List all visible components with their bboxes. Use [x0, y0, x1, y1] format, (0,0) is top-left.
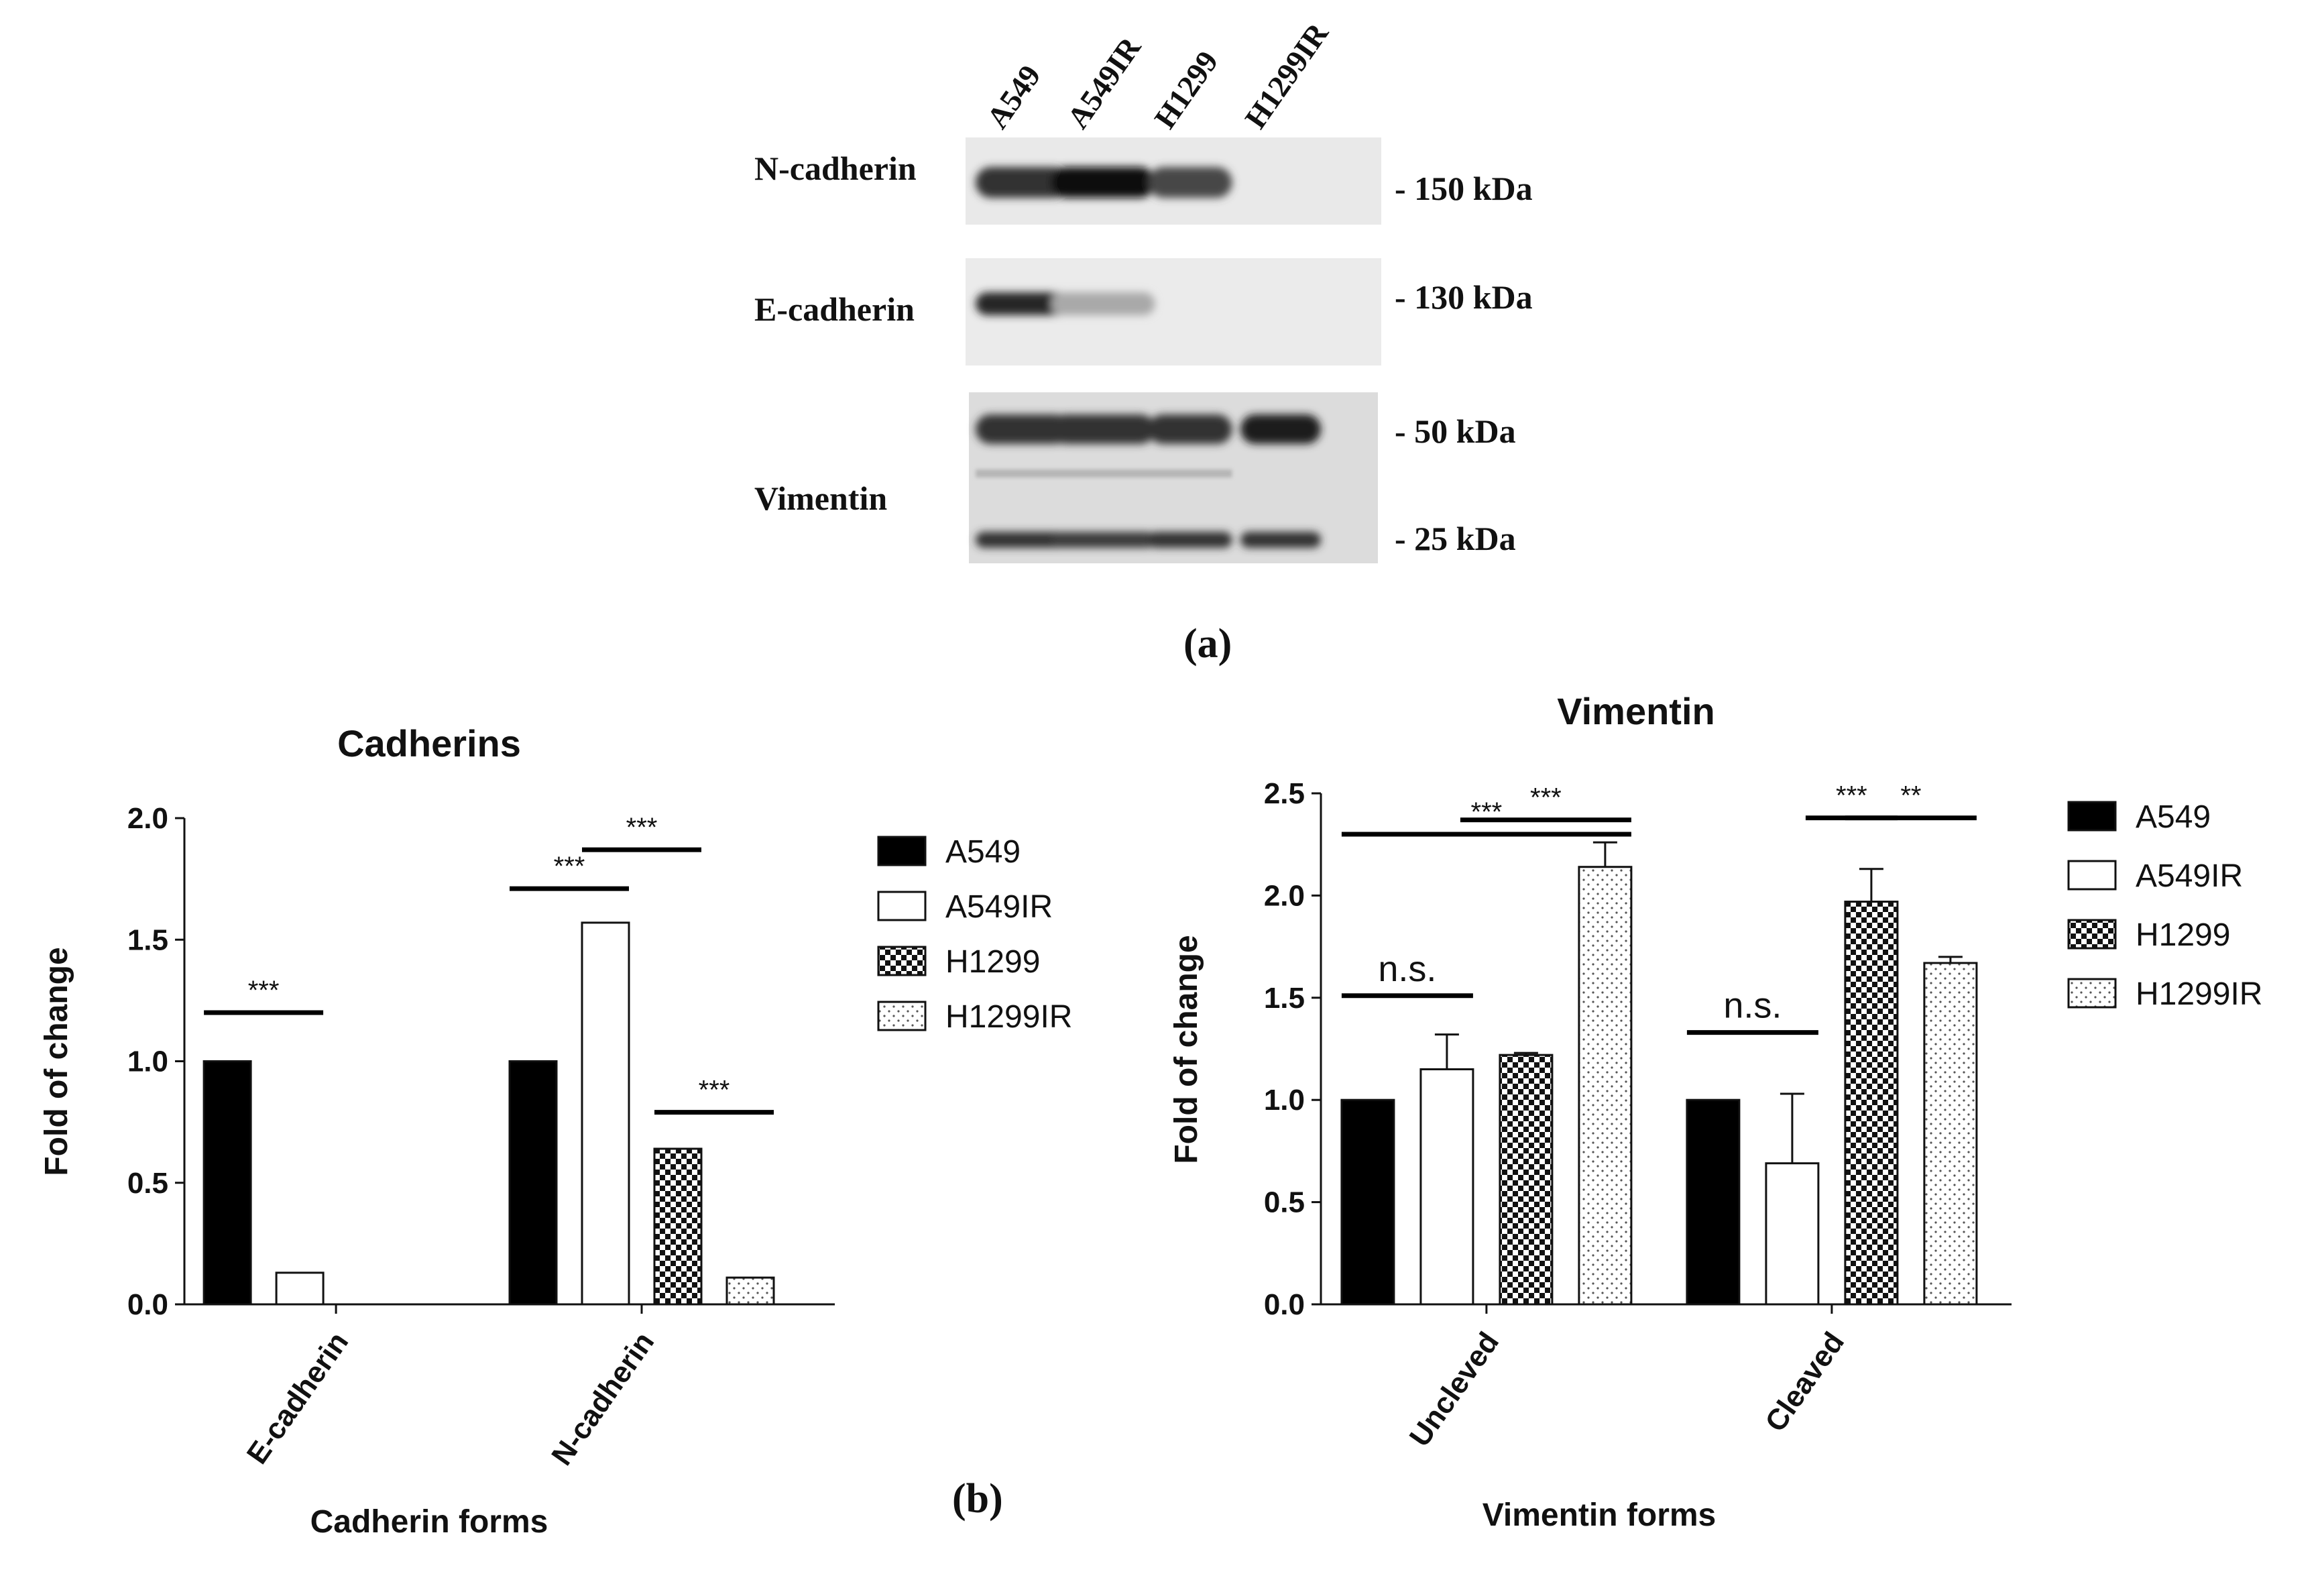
- lane-label-h1299ir: H1299IR: [1238, 16, 1335, 134]
- bar-cleaved-a549ir: [1765, 1162, 1820, 1306]
- vimentin-lower-band-a549: [976, 532, 1069, 548]
- legend-swatch-h1299ir: [2067, 978, 2117, 1009]
- marker-25-kda: - 25 kDa: [1395, 520, 1516, 557]
- vimentin-lower-band-h1299ir: [1240, 532, 1321, 548]
- legend-label-h1299ir: H1299IR: [2136, 976, 2262, 1012]
- legend-swatch-a549ir: [877, 891, 927, 921]
- panel-label-b: (b): [952, 1476, 1003, 1522]
- x-axis-label: Cadherin forms: [310, 1504, 548, 1540]
- chart-title: Cadherins: [337, 722, 521, 764]
- y-tick-label: 1.5: [127, 923, 168, 956]
- significance-label: ***: [626, 813, 658, 842]
- vimentin-faint-band-h1299: [1148, 469, 1232, 477]
- significance-label: **: [1900, 781, 1921, 811]
- significance-label: ***: [1836, 781, 1867, 811]
- blot-row-label-vimentin: Vimentin: [754, 479, 887, 517]
- significance-label: ***: [1471, 797, 1503, 827]
- legend-label-a549ir: A549IR: [945, 889, 1053, 925]
- e-cadherin-band-a549ir: [1051, 292, 1155, 315]
- legend-swatch-a549: [877, 836, 927, 866]
- legend-swatch-a549ir: [2067, 860, 2117, 891]
- legend-swatch-h1299ir: [877, 1001, 927, 1031]
- legend-label-a549ir: A549IR: [2136, 858, 2243, 894]
- n-cadherin-band-a549ir: [1051, 167, 1155, 198]
- lane-label-a549: A549: [980, 59, 1047, 135]
- bar-cleaved-h1299: [1844, 901, 1899, 1306]
- bar-n-cadherin-a549ir: [581, 921, 630, 1306]
- legend-label-h1299ir: H1299IR: [945, 999, 1072, 1035]
- vimentin-lower-band-h1299: [1148, 532, 1232, 548]
- y-tick-label: 2.0: [1264, 879, 1305, 912]
- significance-label: ***: [1530, 783, 1562, 813]
- significance-label: ***: [699, 1076, 730, 1105]
- e-cadherin-bands: [976, 292, 1155, 315]
- n-cadherin-band-h1299: [1148, 167, 1232, 198]
- bar-e-cadherin-a549: [202, 1060, 252, 1306]
- y-tick-label: 0.5: [127, 1167, 168, 1200]
- x-tick-label-n-cadherin: N-cadherin: [545, 1326, 660, 1471]
- marker-50-kda: - 50 kDa: [1395, 412, 1516, 450]
- n-cadherin-band-a549: [976, 167, 1069, 198]
- x-tick-label-e-cadherin: E-cadherin: [241, 1326, 355, 1470]
- vimentin-upper-band-h1299: [1148, 414, 1232, 444]
- blot-row-label-n-cadherin: N-cadherin: [754, 150, 917, 187]
- panel-label-a: (a): [1183, 621, 1232, 667]
- bar-uncleved-a549ir: [1419, 1068, 1474, 1306]
- legend-swatch-h1299: [877, 946, 927, 976]
- chart-title: Vimentin: [1557, 690, 1715, 732]
- y-tick-label: 1.0: [127, 1045, 168, 1078]
- legend-label-h1299: H1299: [945, 944, 1040, 980]
- x-tick-label-cleaved: Cleaved: [1759, 1326, 1851, 1438]
- legend-label-a549: A549: [945, 834, 1021, 870]
- bar-uncleved-h1299ir: [1578, 866, 1633, 1306]
- y-axis-label: Fold of change: [1169, 935, 1204, 1164]
- vimentin-faint-band-a549: [976, 469, 1069, 477]
- x-tick-label-uncleved: Uncleved: [1403, 1326, 1505, 1453]
- vimentin-lower-band-a549ir: [1051, 532, 1155, 548]
- vimentin-upper-band-a549: [976, 414, 1069, 444]
- vimentin-upper-band-h1299ir: [1240, 414, 1321, 444]
- vimentin-bands: [976, 414, 1321, 548]
- marker-130-kda: - 130 kDa: [1395, 278, 1533, 316]
- marker-150-kda: - 150 kDa: [1395, 170, 1533, 207]
- vimentin-faint-bands: [976, 469, 1232, 477]
- vimentin-upper-band-a549ir: [1051, 414, 1155, 444]
- significance-label: n.s.: [1378, 949, 1436, 989]
- bar-cleaved-h1299ir: [1923, 962, 1978, 1306]
- bar-n-cadherin-h1299: [653, 1147, 703, 1306]
- n-cadherin-bands: [976, 167, 1232, 198]
- y-tick-label: 2.0: [127, 802, 168, 835]
- vimentin-faint-band-a549ir: [1051, 469, 1155, 477]
- e-cadherin-band-a549: [976, 292, 1069, 315]
- bar-n-cadherin-h1299ir: [725, 1276, 775, 1306]
- y-tick-label: 0.0: [1264, 1288, 1305, 1321]
- y-tick-label: 1.0: [1264, 1084, 1305, 1117]
- x-axis-label: Vimentin forms: [1483, 1497, 1717, 1533]
- bar-uncleved-h1299: [1499, 1054, 1554, 1306]
- western-blot-panel: A549 A549IR H1299 H1299IR N-cadherin E-cadh…: [754, 16, 1533, 667]
- legend-label-h1299: H1299: [2136, 917, 2230, 953]
- y-tick-label: 0.5: [1264, 1186, 1305, 1219]
- bar-cleaved-a549: [1686, 1098, 1741, 1306]
- cadherins-chart: Cadherins 0.0 0.5 1.0 1.5 2.0 Fold of change Ca…: [39, 722, 1072, 1540]
- lane-label-h1299: H1299: [1147, 45, 1224, 135]
- bar-e-cadherin-a549ir: [275, 1271, 325, 1306]
- bar-uncleved-a549: [1340, 1098, 1395, 1306]
- legend-label-a549: A549: [2136, 799, 2211, 835]
- legend-swatch-a549: [2067, 801, 2117, 832]
- blot-row-label-e-cadherin: E-cadherin: [754, 290, 915, 328]
- blot-lane-labels: A549 A549IR H1299 H1299IR: [980, 16, 1335, 134]
- legend-swatch-h1299: [2067, 919, 2117, 950]
- vimentin-chart: Vimentin 0.0 0.5 1.0 1.5 2.0 2.5 Fold of change…: [1169, 690, 2262, 1533]
- significance-label: n.s.: [1723, 986, 1782, 1026]
- y-tick-label: 2.5: [1264, 777, 1305, 810]
- y-axis-label: Fold of change: [39, 947, 74, 1176]
- significance-label: ***: [248, 976, 280, 1005]
- y-tick-label: 0.0: [127, 1288, 168, 1321]
- significance-label: ***: [554, 852, 585, 881]
- y-tick-label: 1.5: [1264, 982, 1305, 1015]
- bar-n-cadherin-a549: [508, 1060, 558, 1306]
- lane-label-a549ir: A549IR: [1060, 30, 1147, 135]
